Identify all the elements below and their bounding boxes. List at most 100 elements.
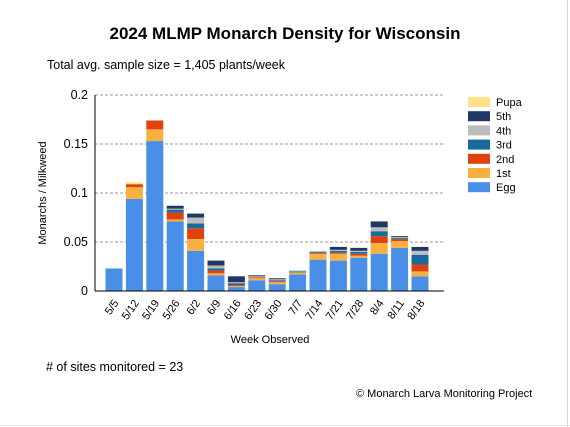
x-tick-label: 6/23 xyxy=(242,298,264,322)
bar-segment-egg xyxy=(350,257,368,291)
bar-segment-egg xyxy=(125,198,143,291)
x-axis-label: Week Observed xyxy=(231,334,310,346)
bar-segment-egg xyxy=(187,250,205,291)
bar-segment-2nd xyxy=(350,253,368,256)
bar-segment-egg xyxy=(207,275,225,291)
bar-segment-3rd xyxy=(391,238,409,240)
bar-segment-egg xyxy=(370,253,388,291)
copyright-note: © Monarch Larva Monitoring Project xyxy=(356,388,533,400)
x-tick-label: 8/11 xyxy=(385,298,407,322)
bar-segment-2nd xyxy=(146,120,164,130)
y-tick-label: 0.05 xyxy=(64,235,88,249)
bar-segment-3rd xyxy=(268,280,286,282)
bar-segment-4th xyxy=(411,250,429,255)
bar-segment-2nd xyxy=(391,239,409,242)
bar-segment-5th xyxy=(227,276,245,283)
legend-swatch xyxy=(468,168,490,178)
x-tick-label: 5/26 xyxy=(161,298,183,322)
bar-segment-5th xyxy=(207,260,225,266)
bar-segment-3rd xyxy=(370,231,388,237)
bar-segment-5th xyxy=(248,275,266,277)
bar-segment-1st xyxy=(207,273,225,276)
bar-segment-3rd xyxy=(329,250,347,253)
bar-segment-4th xyxy=(350,250,368,252)
y-axis-label: Monarchs / Milkweed xyxy=(37,141,49,244)
chart-title: 2024 MLMP Monarch Density for Wisconsin xyxy=(109,24,461,43)
legend-label: Pupa xyxy=(496,97,523,109)
bar-segment-3rd xyxy=(187,223,205,229)
sites-monitored: # of sites monitored = 23 xyxy=(46,360,184,374)
y-tick-label: 0 xyxy=(81,284,88,298)
x-tick-label: 6/30 xyxy=(263,298,285,322)
bar-segment-2nd xyxy=(125,184,143,188)
bar-segment-1st xyxy=(370,242,388,254)
bars xyxy=(105,120,429,291)
y-tick-label: 0.2 xyxy=(71,88,88,102)
bar-segment-2nd xyxy=(248,277,266,279)
bar-segment-1st xyxy=(248,278,266,281)
bar-segment-4th xyxy=(391,237,409,239)
x-tick-label: 5/19 xyxy=(140,298,162,322)
legend-label: 2nd xyxy=(496,154,514,166)
bar-segment-4th xyxy=(166,208,184,210)
bar-segment-5th xyxy=(268,278,286,280)
bar-segment-5th xyxy=(329,246,347,250)
bar-segment-1st xyxy=(125,187,143,199)
legend-swatch xyxy=(468,97,490,107)
bar-segment-5th xyxy=(187,213,205,218)
bar-segment-4th xyxy=(289,270,307,272)
x-tick-label: 5/5 xyxy=(103,298,122,317)
bar-segment-3rd xyxy=(350,251,368,254)
legend: Pupa 5th 4th 3rd 2nd 1st Egg xyxy=(468,97,523,194)
bar-segment-egg xyxy=(391,247,409,291)
bar-segment-3rd xyxy=(227,283,245,286)
bar-segment-1st xyxy=(411,271,429,277)
bar-segment-4th xyxy=(268,279,286,281)
bar-segment-2nd xyxy=(411,264,429,272)
bar-segment-1st xyxy=(227,286,245,288)
bar-segment-4th xyxy=(227,282,245,284)
bar-segment-3rd xyxy=(166,209,184,213)
bar-segment-2nd xyxy=(227,285,245,287)
bar-segment-4th xyxy=(370,227,388,232)
bar-segment-2nd xyxy=(329,252,347,254)
bar-segment-1st xyxy=(268,282,286,285)
bar-segment-egg xyxy=(309,259,327,291)
legend-label: Egg xyxy=(496,182,516,194)
bar-segment-5th xyxy=(391,236,409,238)
bar-segment-1st xyxy=(309,253,327,260)
bar-segment-2nd xyxy=(370,236,388,243)
bar-segment-1st xyxy=(329,253,347,261)
bar-segment-5th xyxy=(350,247,368,251)
bar-segment-4th xyxy=(309,250,327,252)
bar-segment-5th xyxy=(411,246,429,251)
bar-segment-egg xyxy=(411,276,429,291)
x-tick-label: 6/9 xyxy=(205,298,224,317)
legend-label: 3rd xyxy=(496,140,512,152)
bar-segment-3rd xyxy=(207,268,225,271)
x-tick-label: 7/28 xyxy=(344,298,366,322)
y-tick-label: 0.1 xyxy=(71,186,88,200)
bar-segment-1st xyxy=(166,219,184,222)
bar-segment-egg xyxy=(166,221,184,291)
legend-swatch xyxy=(468,153,490,164)
frame-edge-bottom xyxy=(0,425,570,426)
x-tick-label: 8/18 xyxy=(405,298,427,322)
legend-label: 4th xyxy=(496,125,511,137)
x-tick-label: 7/7 xyxy=(286,298,305,317)
bar-segment-egg xyxy=(289,274,307,291)
bar-segment-4th xyxy=(207,265,225,269)
x-tick-label: 7/21 xyxy=(324,298,346,322)
x-tick-label: 7/14 xyxy=(303,298,325,322)
bar-segment-egg xyxy=(248,280,266,291)
bar-segment-1st xyxy=(187,239,205,251)
bar-segment-1st xyxy=(289,272,307,275)
legend-label: 5th xyxy=(496,111,511,123)
bar-segment-3rd xyxy=(289,271,307,273)
bar-segment-4th xyxy=(329,249,347,251)
bar-segment-egg xyxy=(105,268,123,291)
bar-segment-pupa xyxy=(125,182,143,185)
bar-segment-egg xyxy=(146,141,164,291)
bar-segment-1st xyxy=(146,129,164,142)
